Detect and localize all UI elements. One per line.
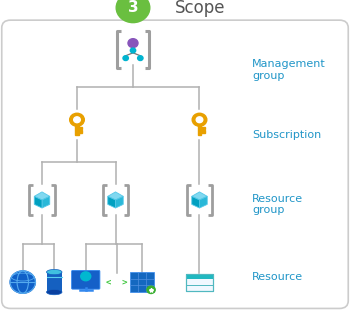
FancyBboxPatch shape (2, 20, 348, 308)
Circle shape (70, 113, 84, 126)
Circle shape (147, 286, 155, 294)
Bar (187, 274, 212, 290)
Polygon shape (116, 196, 123, 208)
Bar (201, 127, 205, 129)
Circle shape (81, 272, 91, 281)
Polygon shape (192, 192, 207, 200)
Text: Subscription: Subscription (252, 130, 321, 140)
Circle shape (74, 117, 80, 123)
Circle shape (192, 113, 207, 126)
Polygon shape (42, 196, 50, 208)
Circle shape (123, 56, 128, 60)
Circle shape (116, 0, 150, 23)
Text: 3: 3 (128, 0, 138, 15)
Bar (187, 274, 212, 279)
Bar (79, 130, 82, 133)
Text: Scope: Scope (175, 0, 225, 17)
Polygon shape (34, 192, 50, 200)
Polygon shape (108, 196, 116, 208)
Polygon shape (199, 196, 207, 208)
Polygon shape (108, 192, 123, 200)
Bar (47, 272, 62, 292)
Text: <  >: < > (106, 277, 128, 287)
Circle shape (196, 117, 203, 123)
Bar (198, 122, 201, 135)
Ellipse shape (47, 290, 62, 295)
Bar (201, 130, 205, 133)
Circle shape (10, 271, 35, 293)
FancyBboxPatch shape (72, 270, 100, 289)
Bar (79, 127, 82, 129)
Bar (130, 272, 154, 292)
Text: Resource
group: Resource group (252, 194, 303, 215)
Polygon shape (34, 196, 42, 208)
Circle shape (128, 39, 138, 47)
Circle shape (130, 48, 136, 53)
Polygon shape (192, 196, 199, 208)
Text: Resource: Resource (252, 272, 303, 282)
Circle shape (138, 56, 143, 60)
Ellipse shape (47, 269, 62, 275)
Bar (75, 122, 79, 135)
Text: Management
group: Management group (252, 59, 326, 81)
Bar (187, 274, 212, 290)
